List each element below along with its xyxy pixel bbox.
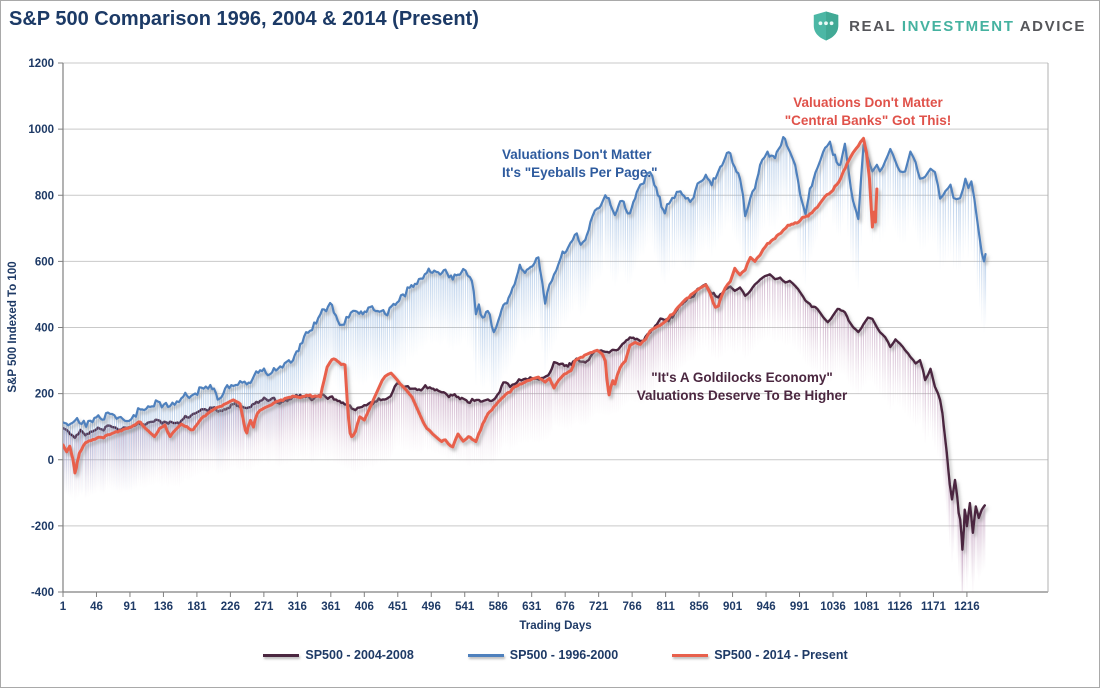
x-tick-label: 946 [756,601,775,613]
x-axis-title: Trading Days [519,620,592,632]
y-tick-label: 0 [48,455,54,467]
x-tick-label: 226 [221,601,240,613]
x-tick-label: 271 [254,601,274,613]
brand-investment: INVESTMENT [901,17,1015,35]
x-tick-label: 1 [60,601,67,613]
legend-swatch-2004-2008 [263,653,300,657]
x-tick-label: 631 [522,601,542,613]
y-tick-label: -400 [31,587,54,599]
x-tick-label: 361 [321,601,341,613]
x-tick-label: 91 [124,601,137,613]
x-tick-label: 991 [790,601,810,613]
y-tick-label: 600 [35,256,54,268]
x-tick-label: 901 [723,601,743,613]
x-tick-label: 1216 [954,601,980,613]
shield-icon [813,11,839,41]
x-tick-label: 1171 [921,601,947,613]
y-tick-label: 1200 [28,58,54,70]
legend-item-2004-2008: SP500 - 2004-2008 [263,648,414,662]
x-tick-label: 496 [422,601,441,613]
x-tick-label: 451 [388,601,408,613]
x-tick-label: 1036 [820,601,846,613]
x-tick-label: 316 [288,601,307,613]
x-tick-label: 541 [455,601,475,613]
legend-swatch-2014-present [672,653,709,657]
y-tick-label: 1000 [28,124,54,136]
legend-item-1996-2000: SP500 - 1996-2000 [467,648,618,662]
x-tick-label: 1126 [887,601,912,613]
x-tick-label: 856 [689,601,708,613]
y-tick-label: 200 [35,389,54,401]
legend-swatch-1996-2000 [467,653,504,657]
series-2014-present [63,136,879,475]
x-tick-label: 766 [623,601,642,613]
series-2004-2008 [63,273,986,592]
brand-advice: ADVICE [1019,17,1086,35]
x-tick-label: 676 [556,601,575,613]
x-tick-label: 136 [154,601,173,613]
droplines [63,274,986,592]
brand-name: REAL INVESTMENT ADVICE [849,18,1086,35]
x-tick-label: 811 [656,601,675,613]
gridlines [62,62,1049,593]
legend-item-2014-present: SP500 - 2014 - Present [672,648,848,662]
x-tick-label: 721 [589,601,609,613]
y-tick-label: 800 [35,190,54,202]
brand-real: REAL [849,17,897,35]
x-tick-label: 406 [355,601,374,613]
axis-labels: -400 -200 0 200 400 600 800 1000 1200 1 46 91 136 181… [28,58,979,613]
x-tick-label: 46 [90,601,103,613]
y-tick-label: -200 [31,521,54,533]
legend: SP500 - 2004-2008 SP500 - 1996-2000 SP50… [63,648,1048,662]
x-tick-label: 1081 [854,601,880,613]
chart-title: S&P 500 Comparison 1996, 2004 & 2014 (Pr… [9,8,479,30]
y-axis-title: S&P 500 Indexed To 100 [7,261,19,393]
y-tick-label: 400 [35,323,54,335]
x-tick-label: 181 [187,601,207,613]
x-tick-label: 586 [489,601,508,613]
brand-logo: REAL INVESTMENT ADVICE [812,11,1086,41]
